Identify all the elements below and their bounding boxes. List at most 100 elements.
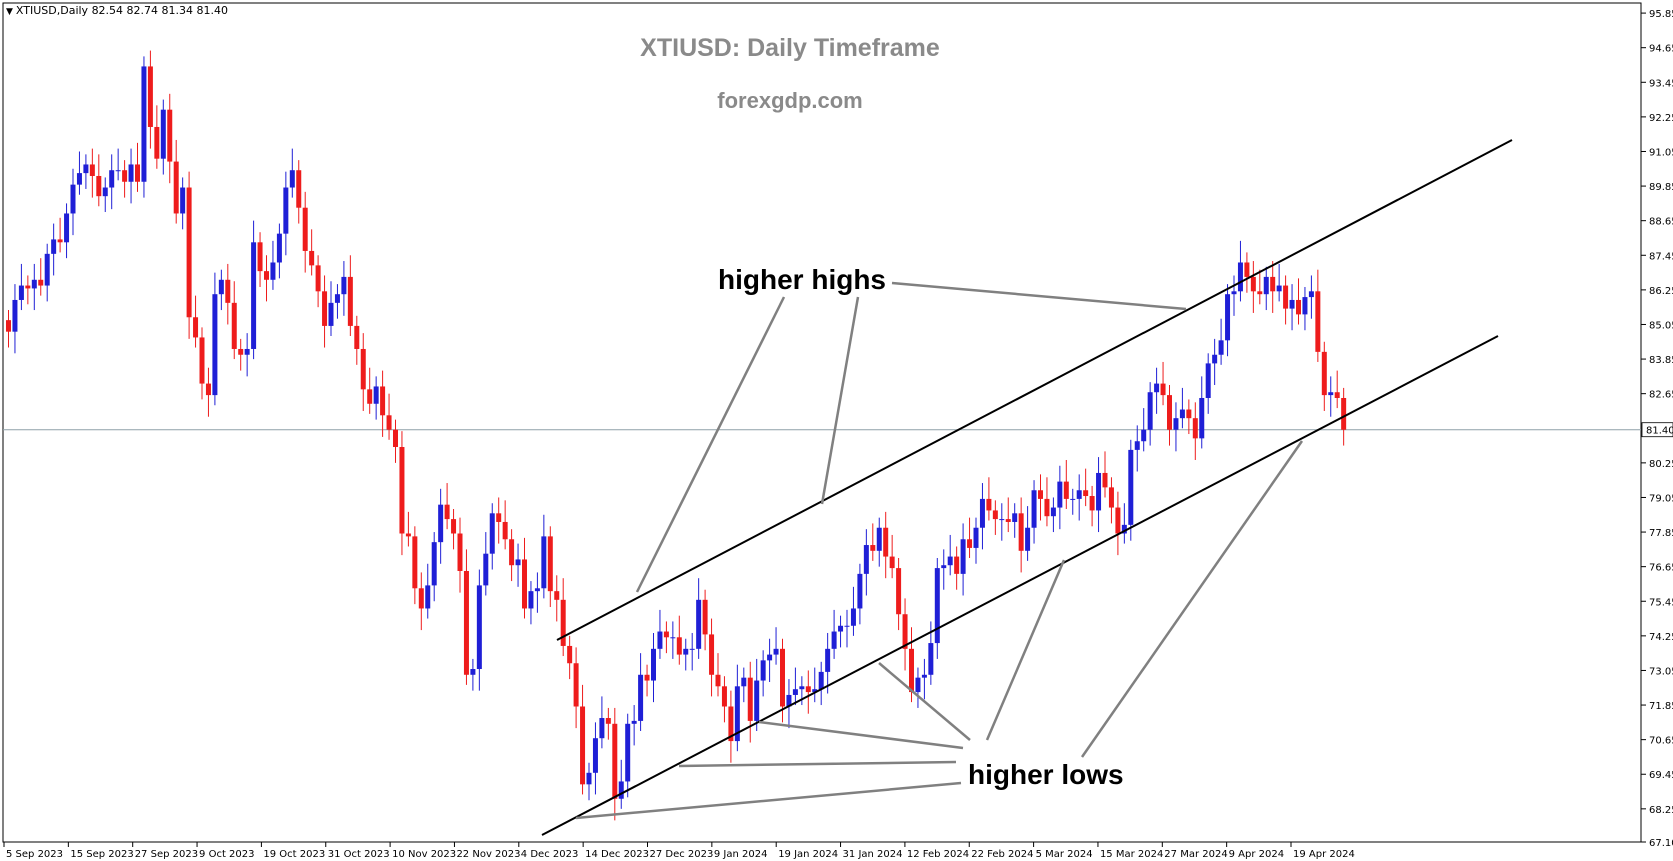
candle [251,220,257,360]
candle-body [786,694,792,707]
x-tick-label: 19 Oct 2023 [263,849,325,860]
candle [992,500,998,535]
x-tick-label: 19 Apr 2024 [1293,849,1355,860]
candle [1186,399,1192,435]
y-tick-label: 70.65 [1649,736,1673,747]
candle [773,627,779,665]
pointer-high-3 [891,281,1187,311]
candle [709,618,715,697]
candle-body [1005,519,1011,522]
candle [567,635,573,680]
candle [831,609,837,659]
y-tick-label: 74.25 [1649,632,1673,643]
candle [160,99,166,175]
candle-body [580,706,586,785]
candle [102,177,108,213]
candle-body [296,170,302,208]
candle [1205,353,1211,414]
candle-body [1289,299,1295,309]
candle-body [992,510,998,520]
candle-body [354,325,360,349]
candle [425,563,431,619]
candle [276,223,282,279]
candle [1212,338,1218,386]
candle-body [599,718,605,739]
candle-body [1302,297,1308,315]
candle-body [418,588,424,609]
candle [1096,457,1102,533]
candle [309,229,315,276]
candle-body [792,689,798,695]
candle [1115,491,1121,556]
y-tick-label: 86.25 [1649,286,1673,297]
candle [412,526,418,605]
candle-body [1050,507,1056,517]
candle [205,367,211,417]
candle-body [12,299,18,332]
candle [147,50,153,149]
annotation-pointers [575,281,1304,820]
candle [438,488,444,564]
plot-area [2,2,1642,843]
candle-body [721,686,727,707]
candle [1231,275,1237,316]
candle [747,661,753,743]
x-tick-label: 27 Mar 2024 [1164,849,1227,860]
candle [967,517,973,559]
candle [973,517,979,564]
candle [592,722,598,795]
y-tick-label: 94.65 [1649,44,1673,55]
candle-body [702,599,708,635]
candle-body [186,187,192,318]
candle [1225,284,1231,357]
candle [1121,503,1127,544]
candle-body [322,291,328,326]
candle [767,638,773,682]
candle [167,93,173,184]
candle-body [51,239,57,254]
candle-body [928,643,934,675]
candle [115,148,121,181]
candle [1179,387,1185,429]
y-tick-label: 69.45 [1649,770,1673,781]
candle [876,517,882,567]
candle [605,707,611,740]
candle [721,676,727,723]
candle-body [818,671,824,690]
candle [341,261,347,316]
candle [618,759,624,809]
candle-body [463,570,469,675]
candle-body [805,686,811,693]
candle-body [302,207,308,251]
candle [683,638,689,671]
candle-body [1315,291,1321,352]
candle [270,240,276,290]
candle [676,615,682,665]
candle [586,762,592,801]
candle-body [1160,383,1166,396]
candle [1025,506,1031,561]
candle-body [212,294,218,396]
candle-body [367,389,373,404]
candle-body [451,519,457,534]
candle-body [225,279,231,303]
y-tick-label: 92.25 [1649,113,1673,124]
candle-body [651,648,656,681]
y-tick-label: 67.10 [1649,838,1673,849]
candle [947,534,953,576]
candle-body [902,614,908,649]
candle-body [399,447,405,534]
candle [264,255,269,302]
candle [347,255,353,337]
candle-body [244,348,250,355]
candle-body [431,542,437,586]
candle [128,148,134,204]
candle [502,500,508,550]
candle-body [173,161,179,214]
candle-body [405,533,411,537]
candle-body [979,498,985,528]
candle [193,295,199,348]
candle-body [934,568,940,644]
candle-body [1115,507,1121,534]
candle-body [315,265,321,292]
